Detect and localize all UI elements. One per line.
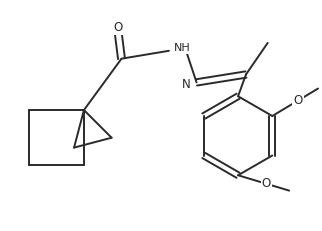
Text: O: O [113,21,122,33]
Text: O: O [293,94,302,107]
Text: O: O [262,177,271,190]
Text: N: N [182,78,191,91]
Text: NH: NH [174,43,191,53]
